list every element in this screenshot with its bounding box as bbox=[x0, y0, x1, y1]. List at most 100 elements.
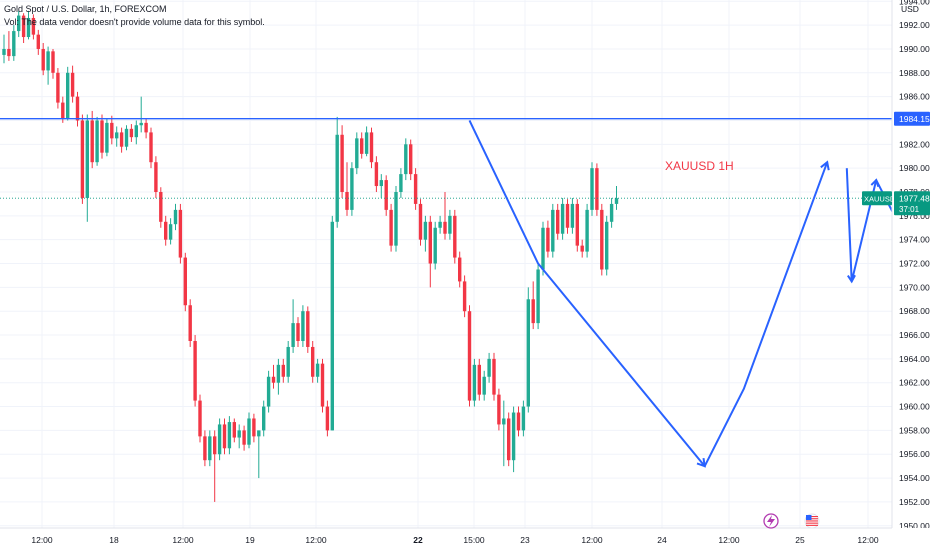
candle-body bbox=[66, 72, 70, 119]
us-flag-icon[interactable] bbox=[804, 513, 820, 529]
candle bbox=[12, 25, 16, 61]
symbol-tag-label: XAUUSD bbox=[864, 195, 896, 204]
candle-body bbox=[487, 358, 491, 377]
candle bbox=[492, 352, 496, 401]
candle-body bbox=[345, 192, 349, 210]
candle-body bbox=[453, 215, 457, 258]
candle-body bbox=[536, 269, 540, 324]
y-tick-label: 1958.00 bbox=[899, 425, 930, 435]
candle bbox=[580, 239, 584, 258]
candle-body bbox=[12, 31, 16, 57]
candle-body bbox=[526, 299, 530, 407]
candle-body bbox=[134, 125, 138, 138]
candle-body bbox=[355, 138, 359, 169]
candle bbox=[193, 335, 197, 407]
candle bbox=[335, 116, 339, 228]
countdown-label: 37:01 bbox=[899, 205, 920, 214]
candle-body bbox=[482, 376, 486, 395]
candle bbox=[217, 418, 222, 461]
candle-body bbox=[580, 245, 584, 252]
candle-body bbox=[296, 323, 300, 341]
candle-body bbox=[335, 134, 339, 222]
y-tick-label: 1980.00 bbox=[899, 163, 930, 173]
candle bbox=[232, 418, 236, 443]
candle bbox=[56, 68, 60, 109]
candle-body bbox=[31, 17, 36, 35]
annotation-label: XAUUSD 1H bbox=[665, 159, 734, 173]
candle bbox=[41, 43, 45, 76]
candle bbox=[315, 358, 320, 383]
candle-body bbox=[281, 364, 285, 377]
candle-body bbox=[320, 363, 325, 407]
candle bbox=[453, 209, 457, 264]
candle bbox=[252, 413, 256, 443]
candle-body bbox=[311, 346, 315, 377]
candle bbox=[139, 96, 143, 133]
candle-body bbox=[262, 406, 266, 431]
candle bbox=[46, 46, 50, 85]
candle-body bbox=[237, 430, 241, 438]
candle bbox=[477, 358, 481, 401]
candle bbox=[75, 91, 80, 127]
candle bbox=[511, 406, 516, 473]
y-tick-label: 1950.00 bbox=[899, 521, 930, 531]
candle bbox=[526, 287, 530, 413]
price-axis bbox=[892, 0, 932, 550]
arrowhead bbox=[870, 178, 880, 188]
candle-body bbox=[600, 209, 604, 270]
candle-body bbox=[409, 144, 413, 175]
candle bbox=[80, 114, 85, 204]
candle bbox=[306, 306, 310, 353]
candle bbox=[556, 203, 560, 240]
candle-body bbox=[144, 122, 148, 133]
candle-body bbox=[291, 323, 295, 347]
candle bbox=[31, 14, 36, 40]
y-tick-label: 1986.00 bbox=[899, 92, 930, 102]
candle-body bbox=[516, 412, 521, 431]
level-tag bbox=[894, 111, 930, 126]
candle bbox=[7, 31, 11, 61]
candle-body bbox=[443, 221, 447, 234]
candle bbox=[443, 192, 447, 240]
lightning-icon[interactable] bbox=[763, 513, 779, 529]
candle bbox=[311, 341, 315, 383]
y-tick-label: 1966.00 bbox=[899, 330, 930, 340]
candle-body bbox=[394, 192, 398, 246]
candle-body bbox=[115, 132, 119, 139]
candle bbox=[330, 215, 334, 431]
candle bbox=[266, 370, 271, 413]
candle-body bbox=[266, 376, 271, 407]
candle-body bbox=[129, 128, 134, 138]
candle-body bbox=[26, 17, 31, 38]
candle-body bbox=[286, 346, 290, 377]
candle-body bbox=[340, 134, 344, 192]
candle-body bbox=[95, 120, 99, 163]
candle-body bbox=[330, 221, 334, 431]
candle bbox=[129, 124, 134, 142]
candle bbox=[605, 215, 609, 276]
candle bbox=[428, 215, 432, 288]
candle-body bbox=[90, 120, 94, 163]
candle-body bbox=[379, 180, 383, 187]
candle bbox=[208, 430, 212, 467]
x-tick-label: 12:00 bbox=[305, 535, 327, 545]
candle-body bbox=[252, 418, 256, 437]
candle-body bbox=[2, 48, 6, 55]
candle-body bbox=[164, 221, 168, 240]
y-tick-label: 1972.00 bbox=[899, 259, 930, 269]
candle-body bbox=[271, 376, 276, 383]
candle bbox=[119, 127, 124, 153]
y-tick-label: 1990.00 bbox=[899, 44, 930, 54]
candle bbox=[257, 430, 261, 479]
candle-body bbox=[595, 168, 599, 210]
candle-body bbox=[418, 203, 423, 240]
candle bbox=[369, 127, 374, 169]
candle-body bbox=[497, 394, 501, 425]
candle bbox=[144, 118, 148, 139]
candle-body bbox=[560, 203, 565, 234]
candle-body bbox=[85, 120, 89, 198]
candle-body bbox=[472, 364, 477, 401]
candle-body bbox=[203, 436, 207, 461]
